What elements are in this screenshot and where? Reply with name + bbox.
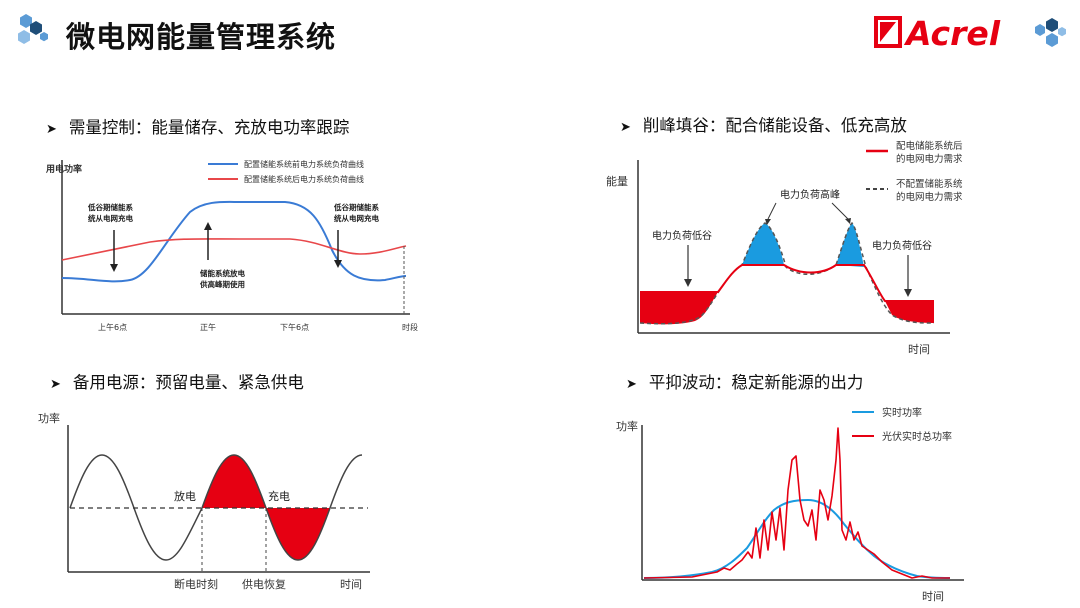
hexagon-cluster-icon <box>1035 18 1066 47</box>
annotation-valley-right: 低谷期储能系 统从电网充电 <box>333 202 382 223</box>
legend-before: 配置储能系统前电力系统负荷曲线 <box>244 159 364 169</box>
demand-with-storage <box>640 264 934 302</box>
demand-control-chart: 用电功率 配置储能系统前电力系统负荷曲线 配置储能系统后电力系统负荷曲线 低谷期… <box>45 159 418 332</box>
page-title: 微电网能量管理系统 <box>66 20 337 54</box>
arrow-bullet-icon: ➤ <box>620 120 631 135</box>
x-tick-label: 正午 <box>200 322 216 332</box>
x-tick-label: 断电时刻 <box>174 577 218 591</box>
legend-pv-total: 光伏实时总功率 <box>882 430 952 443</box>
legend-realtime: 实时功率 <box>882 406 922 419</box>
logo-text: Acrel <box>903 14 1001 53</box>
load-curve-before <box>61 200 407 283</box>
valley-area-right <box>885 301 934 323</box>
legend-without-storage: 不配置储能系统 的电网电力需求 <box>896 178 966 203</box>
y-axis-label: 用电功率 <box>45 163 82 175</box>
x-axis-label: 时间 <box>908 343 930 356</box>
hexagon-cluster-icon <box>18 14 48 44</box>
label-charge: 充电 <box>268 489 290 503</box>
legend-after: 配置储能系统后电力系统负荷曲线 <box>244 174 364 184</box>
annotation-valley-left: 电力负荷低谷 <box>652 229 712 242</box>
valley-area-left <box>640 292 718 325</box>
arrow-bullet-icon: ➤ <box>626 377 637 392</box>
peak-area-right <box>836 223 864 267</box>
pv-total-power-curve <box>643 427 950 579</box>
section-title-demand: ➤ 需量控制：能量储存、充放电功率跟踪 <box>46 118 350 137</box>
discharge-area <box>202 455 266 508</box>
x-axis-label: 时间 <box>922 590 944 603</box>
x-tick-label: 供电恢复 <box>242 577 286 591</box>
x-axis-label: 时间 <box>340 578 362 591</box>
backup-power-chart: 功率 时间 放电 充电 断电时刻 供电恢复 <box>38 411 370 591</box>
peak-area-left <box>742 223 784 265</box>
x-tick-label: 上午6点 <box>98 322 127 332</box>
x-tick-label: 时段 <box>402 322 418 332</box>
load-curve-after <box>61 238 407 261</box>
annotation-discharge: 储能系统放电 供高峰期使用 <box>199 268 248 289</box>
section-title-peak: ➤ 削峰填谷：配合储能设备、低充高放 <box>620 116 907 135</box>
section-title-backup: ➤ 备用电源：预留电量、紧急供电 <box>50 373 304 392</box>
arrow-bullet-icon: ➤ <box>50 377 61 392</box>
label-discharge: 放电 <box>174 489 196 503</box>
arrow-bullet-icon: ➤ <box>46 122 57 137</box>
annotation-valley-right: 电力负荷低谷 <box>872 239 932 252</box>
acrel-logo: Acrel <box>874 14 1001 53</box>
annotation-peak: 电力负荷高峰 <box>780 188 840 201</box>
annotation-valley-left: 低谷期储能系 统从电网充电 <box>87 202 136 223</box>
peak-shaving-chart: 能量 时间 配电储能系统后 的电网电力需求 不配置储能系统 的电网电力需求 电力… <box>606 140 966 356</box>
charge-area <box>266 508 330 560</box>
y-axis-label: 功率 <box>616 419 638 433</box>
smoothing-chart: 功率 时间 实时功率 光伏实时总功率 <box>616 406 964 603</box>
y-axis-label: 功率 <box>38 411 60 425</box>
y-axis-label: 能量 <box>606 174 628 188</box>
power-sine-curve <box>69 454 363 561</box>
realtime-power-curve <box>643 498 951 579</box>
demand-without-storage <box>639 221 935 325</box>
x-tick-label: 下午6点 <box>280 322 309 332</box>
section-title-smooth: ➤ 平抑波动：稳定新能源的出力 <box>626 373 864 392</box>
legend-with-storage: 配电储能系统后 的电网电力需求 <box>896 140 966 165</box>
